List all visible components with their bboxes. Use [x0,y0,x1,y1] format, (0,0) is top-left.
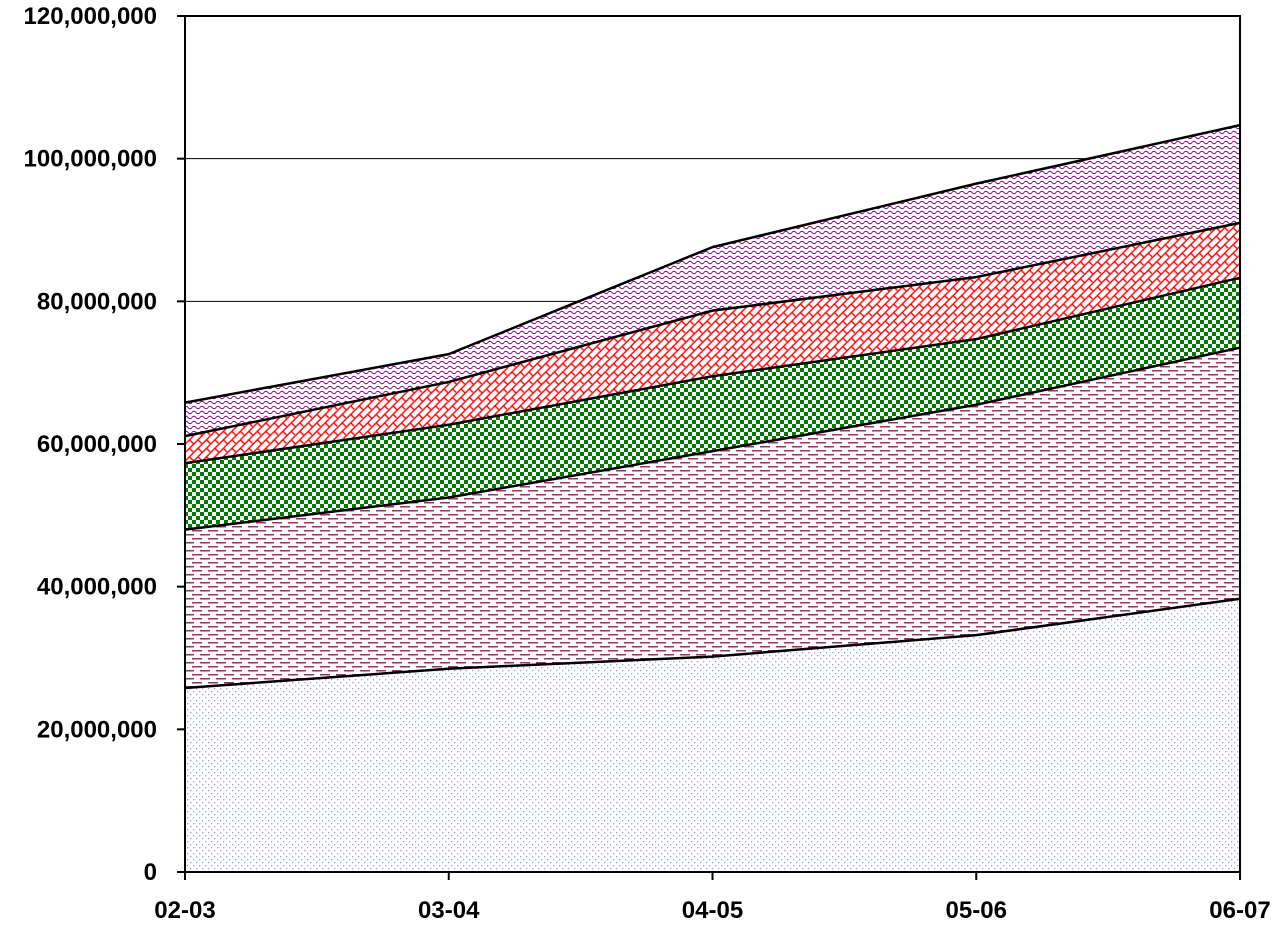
series-1-top-line [184,597,1241,690]
y-axis-tick-label: 40,000,000 [37,574,157,601]
y-axis-tick-label: 120,000,000 [24,3,157,30]
x-axis-tick-label: 05-06 [946,897,1007,924]
y-axis-tick-label: 100,000,000 [24,146,157,173]
area-series-4 [185,222,1240,464]
area-series-group [185,125,1240,872]
area-series-1 [185,598,1240,872]
x-axis-tick-labels: 02-03 03-04 04-05 05-06 06-07 [154,897,1270,924]
x-axis-tick-label: 02-03 [154,897,215,924]
y-axis-tick-label: 0 [144,859,157,886]
area-series-3 [185,277,1240,530]
series-boundary-lines [184,123,1241,690]
series-5-top-line [184,123,1241,404]
y-axis-tick-label: 60,000,000 [37,431,157,458]
x-axis-tick-label: 03-04 [418,897,480,924]
series-4-top-line [184,221,1241,438]
axes [177,15,1241,880]
y-axis-tick-labels: 0 20,000,000 40,000,000 60,000,000 80,000,00… [24,3,157,886]
y-axis-tick-label: 20,000,000 [37,716,157,743]
y-axis-tick-label: 80,000,000 [37,288,157,315]
series-3-top-line [184,276,1241,465]
area-series-2 [185,347,1240,688]
x-axis-tick-label: 06-07 [1209,897,1270,924]
area-series-5 [185,125,1240,437]
x-axis-tick-label: 04-05 [682,897,743,924]
series-2-top-line [184,346,1241,531]
